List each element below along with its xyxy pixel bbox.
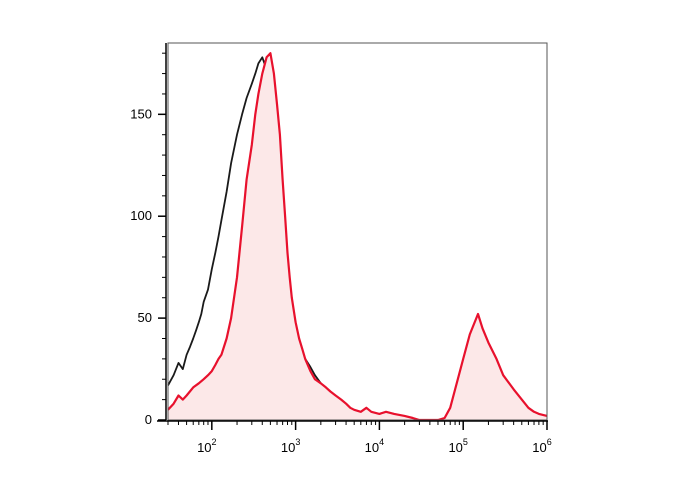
series-layer (167, 52, 548, 422)
x-tick-label: 106 (532, 437, 551, 455)
x-tick-label: 103 (281, 437, 300, 455)
y-tick-label: 100 (130, 208, 152, 223)
y-tick-label: 0 (145, 412, 152, 427)
x-tick-label: 102 (197, 437, 216, 455)
series-1-area (168, 53, 547, 420)
x-tick-label: 105 (448, 437, 467, 455)
plot-frame (167, 42, 548, 421)
series-1-line (167, 52, 548, 422)
x-tick-label: 104 (365, 437, 384, 455)
y-tick-label: 50 (138, 310, 152, 325)
x-axis-ticks: 102 103 104 105 106 (167, 421, 552, 455)
y-axis-ticks: 0 50 100 150 (130, 52, 166, 427)
y-tick-label: 150 (130, 106, 152, 121)
